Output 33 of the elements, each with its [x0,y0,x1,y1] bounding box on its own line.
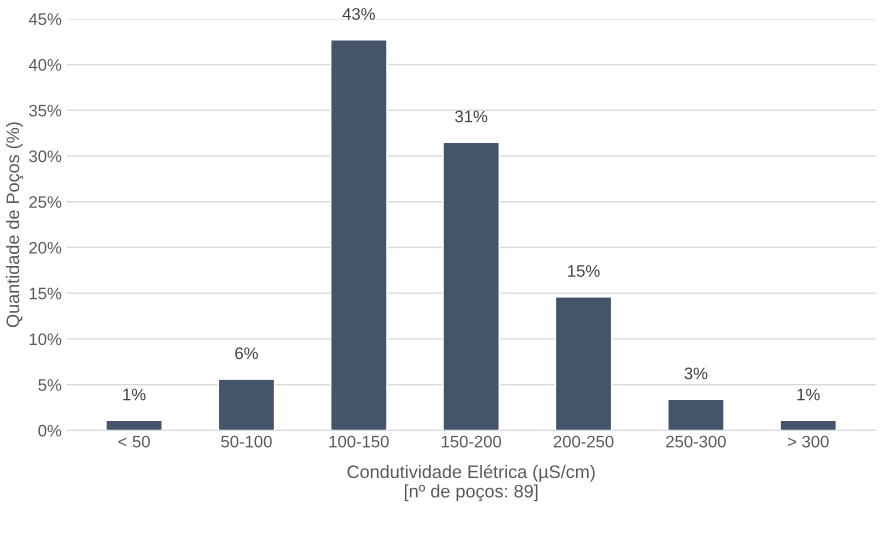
x-tick-label: 200-250 [554,436,614,448]
data-label: 1% [797,388,820,400]
x-tick-label: 250-300 [666,436,726,448]
x-tick-label: 50-100 [221,436,272,448]
bar [218,378,276,430]
y-tick-label: 20% [29,242,62,254]
bar [442,142,500,430]
y-tick-label: 10% [30,333,62,346]
y-tick-label: 45% [28,13,62,26]
data-label: 1% [123,388,146,400]
data-label: 31% [455,110,488,122]
bar [667,398,725,430]
y-tick-label: 40% [28,58,62,71]
y-tick-label: 0% [38,424,62,437]
y-tick-label: 30% [29,150,62,162]
x-tick-label: < 50 [118,436,150,448]
data-label: 3% [684,368,708,380]
x-tick-label: > 300 [788,436,829,448]
y-axis-title: Quantidade de Poços (%) [6,122,23,328]
bar [554,296,612,430]
data-label: 6% [235,347,258,360]
bar [330,39,388,430]
y-tick-label: 5% [38,379,62,391]
bar [105,420,163,430]
y-tick-label: 35% [29,104,62,116]
x-axis-title: Condutividade Elétrica (µS/cm) [nº de poços: 89] [347,464,595,502]
y-tick-label: 15% [30,288,62,300]
data-label: 15% [568,265,600,277]
x-tick-label: 150-200 [442,436,502,448]
bar [779,420,838,430]
y-tick-label: 25% [29,196,62,208]
x-tick-label: 100-150 [330,436,389,448]
data-label: 43% [342,8,375,20]
